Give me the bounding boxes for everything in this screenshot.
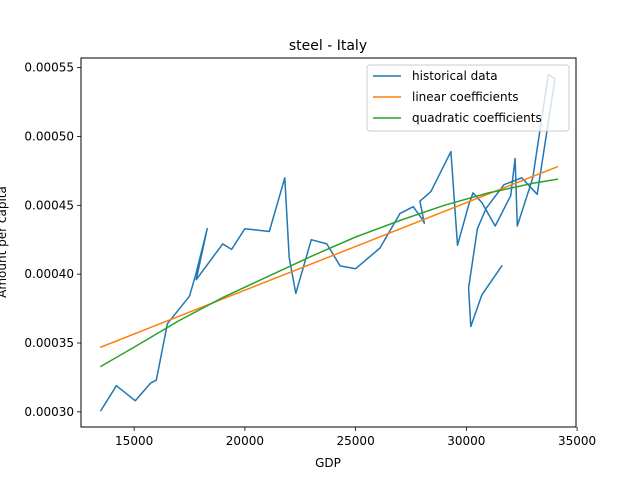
y-tick-label: 0.00035 (24, 336, 74, 350)
y-axis: 0.00030 0.00035 0.00040 0.00045 0.00050 0.000… (24, 61, 81, 419)
x-axis-label: GDP (315, 456, 341, 470)
legend-label-1: linear coefficients (412, 90, 519, 104)
y-tick-label: 0.00045 (24, 198, 74, 212)
series-line-0 (99, 73, 556, 412)
series-line-1 (99, 165, 559, 349)
x-tick-label: 15000 (115, 434, 153, 448)
legend-box (366, 64, 570, 132)
y-tick-label: 0.00030 (24, 405, 74, 419)
series-line-2 (99, 178, 559, 368)
legend-label-2: quadratic coefficients (412, 111, 542, 125)
x-axis: 15000 20000 25000 30000 35000 (115, 427, 596, 448)
x-tick-label: 20000 (226, 434, 264, 448)
plot-frame (80, 57, 577, 428)
y-tick-label: 0.00040 (24, 267, 74, 281)
x-tick-label: 35000 (558, 434, 596, 448)
x-tick-label: 25000 (337, 434, 375, 448)
legend-label-0: historical data (412, 69, 498, 83)
y-axis-label: Amount per capita (0, 186, 9, 298)
plot-series (99, 73, 559, 412)
chart-title: steel - Italy (289, 38, 367, 54)
y-tick-label: 0.00055 (24, 61, 74, 75)
legend: historical data linear coefficients quadra… (366, 64, 570, 132)
y-tick-label: 0.00050 (24, 129, 74, 143)
x-tick-label: 30000 (447, 434, 485, 448)
